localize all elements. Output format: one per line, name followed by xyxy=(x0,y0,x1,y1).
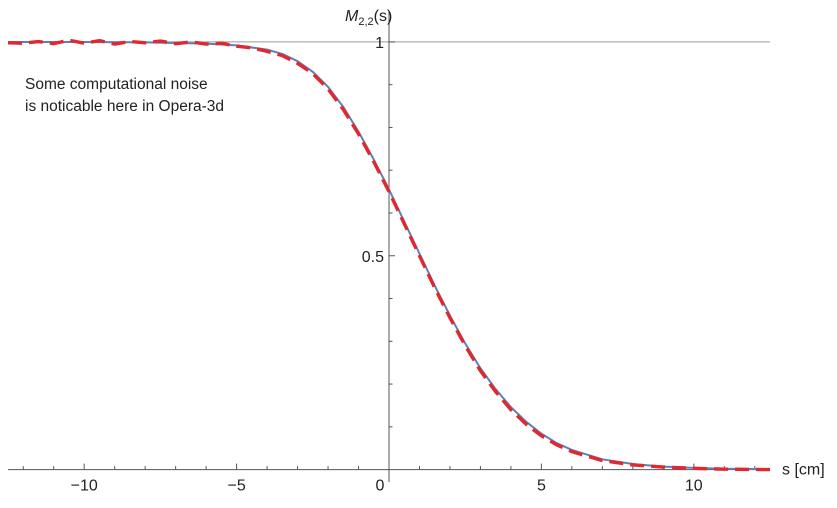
x-axis-title: s [cm] xyxy=(782,462,825,479)
y-tick-label: 1 xyxy=(375,35,384,52)
x-tick-label: 0 xyxy=(376,478,385,495)
x-tick-label: −5 xyxy=(227,478,245,495)
series-line-2 xyxy=(7,38,771,472)
labels: −10 −5 0 5 10 0.5 1 M2,2(s) s [cm] Some computati… xyxy=(25,8,825,495)
series-layer xyxy=(7,38,771,472)
annotation-line-1: Some computational noise xyxy=(25,76,208,93)
annotation-line-2: is noticable here in Opera-3d xyxy=(25,98,224,115)
x-tick-label: −10 xyxy=(71,478,98,495)
x-tick-label: 10 xyxy=(685,478,703,495)
y-axis-title: M2,2(s) xyxy=(345,8,392,28)
x-tick-label: 5 xyxy=(537,478,546,495)
y-tick-label: 0.5 xyxy=(362,249,384,266)
